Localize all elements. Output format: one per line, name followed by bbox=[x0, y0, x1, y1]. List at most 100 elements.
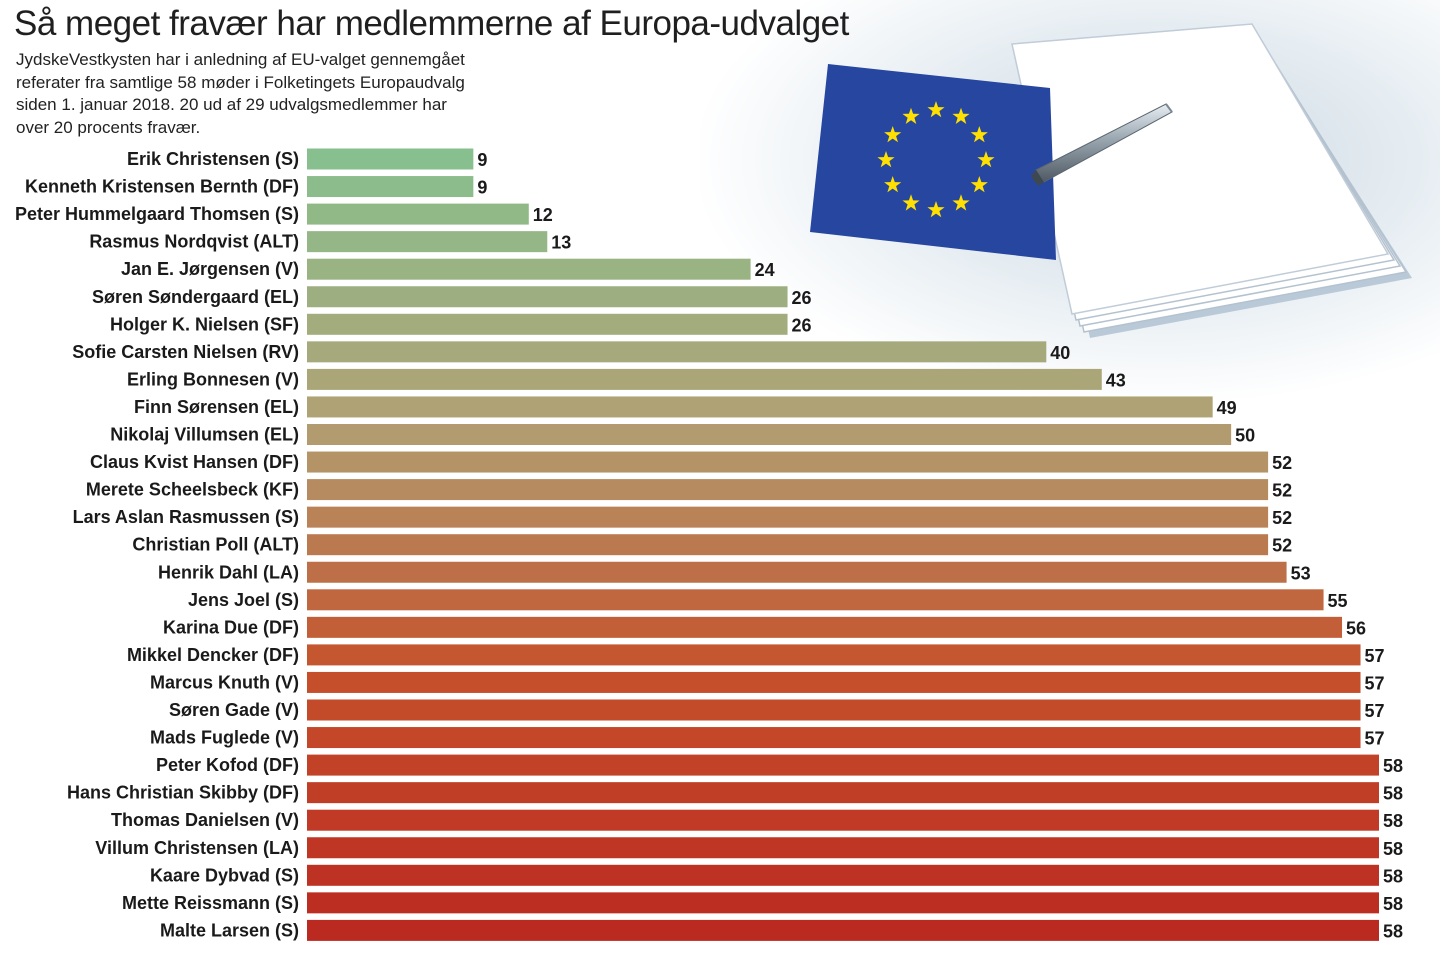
value-label: 55 bbox=[1328, 591, 1348, 611]
category-label: Mikkel Dencker (DF) bbox=[127, 645, 299, 665]
bar bbox=[307, 892, 1379, 914]
value-label: 58 bbox=[1383, 756, 1403, 776]
category-label: Lars Aslan Rasmussen (S) bbox=[73, 507, 299, 527]
bar bbox=[307, 396, 1213, 418]
bar bbox=[307, 616, 1343, 638]
flag-star bbox=[884, 176, 902, 193]
chart-title: Så meget fravær har medlemmerne af Europ… bbox=[14, 4, 849, 43]
papers-icon bbox=[1011, 23, 1412, 338]
value-label: 40 bbox=[1050, 343, 1070, 363]
category-label: Hans Christian Skibby (DF) bbox=[67, 783, 299, 803]
bar bbox=[307, 368, 1102, 390]
bar bbox=[307, 258, 751, 280]
value-label: 57 bbox=[1365, 673, 1385, 693]
bar bbox=[307, 148, 474, 170]
category-label: Søren Gade (V) bbox=[169, 700, 299, 720]
value-label: 12 bbox=[533, 205, 553, 225]
bar bbox=[307, 754, 1379, 776]
category-label: Nikolaj Villumsen (EL) bbox=[110, 425, 299, 445]
bar bbox=[307, 506, 1269, 528]
value-label: 58 bbox=[1383, 784, 1403, 804]
bar bbox=[307, 534, 1269, 556]
flag-star bbox=[970, 126, 988, 143]
value-label: 58 bbox=[1383, 839, 1403, 859]
category-label: Claus Kvist Hansen (DF) bbox=[90, 452, 299, 472]
value-label: 57 bbox=[1365, 701, 1385, 721]
flag-star bbox=[877, 151, 895, 168]
category-label: Erik Christensen (S) bbox=[127, 149, 299, 169]
bar bbox=[307, 286, 788, 308]
bar bbox=[307, 341, 1047, 363]
value-label: 57 bbox=[1365, 646, 1385, 666]
bar bbox=[307, 231, 548, 253]
value-label: 58 bbox=[1383, 894, 1403, 914]
bar bbox=[307, 176, 474, 198]
value-label: 52 bbox=[1272, 453, 1292, 473]
bar bbox=[307, 644, 1361, 666]
bar bbox=[307, 451, 1269, 473]
category-label: Mads Fuglede (V) bbox=[150, 728, 299, 748]
category-label: Peter Hummelgaard Thomsen (S) bbox=[15, 204, 299, 224]
bar bbox=[307, 699, 1361, 721]
category-label: Holger K. Nielsen (SF) bbox=[110, 314, 299, 334]
value-label: 52 bbox=[1272, 481, 1292, 501]
bar bbox=[307, 479, 1269, 501]
flag-star bbox=[927, 101, 945, 118]
value-label: 58 bbox=[1383, 921, 1403, 941]
category-label: Karina Due (DF) bbox=[163, 617, 299, 637]
bar bbox=[307, 864, 1379, 886]
bar bbox=[307, 203, 529, 225]
category-label: Merete Scheelsbeck (KF) bbox=[86, 480, 299, 500]
category-label: Peter Kofod (DF) bbox=[156, 755, 299, 775]
category-label: Mette Reissmann (S) bbox=[122, 893, 299, 913]
bar bbox=[307, 424, 1232, 445]
value-label: 58 bbox=[1383, 866, 1403, 886]
bar bbox=[307, 313, 788, 335]
value-label: 53 bbox=[1291, 563, 1311, 583]
flag-star bbox=[902, 194, 920, 211]
value-label: 26 bbox=[792, 315, 812, 335]
category-label: Thomas Danielsen (V) bbox=[111, 810, 299, 830]
value-label: 9 bbox=[477, 150, 487, 170]
value-label: 52 bbox=[1272, 508, 1292, 528]
bar bbox=[307, 671, 1361, 693]
flag-star bbox=[952, 194, 970, 211]
value-label: 52 bbox=[1272, 536, 1292, 556]
chart-subtitle: JydskeVestkysten har i anledning af EU-v… bbox=[16, 50, 465, 137]
category-label: Jan E. Jørgensen (V) bbox=[121, 259, 299, 279]
value-label: 43 bbox=[1106, 370, 1126, 390]
flag-star bbox=[884, 126, 902, 143]
category-label: Marcus Knuth (V) bbox=[150, 672, 299, 692]
category-label: Jens Joel (S) bbox=[188, 590, 299, 610]
illustration bbox=[810, 23, 1412, 338]
flag-star bbox=[902, 107, 920, 124]
value-label: 50 bbox=[1235, 426, 1255, 446]
flag-star bbox=[927, 201, 945, 218]
category-label: Kaare Dybvad (S) bbox=[150, 865, 299, 885]
value-label: 24 bbox=[755, 260, 775, 280]
value-label: 49 bbox=[1217, 398, 1237, 418]
value-label: 26 bbox=[792, 288, 812, 308]
bar bbox=[307, 782, 1379, 804]
category-label: Henrik Dahl (LA) bbox=[158, 562, 299, 582]
flag-star bbox=[952, 107, 970, 124]
category-label: Erling Bonnesen (V) bbox=[127, 369, 299, 389]
bar bbox=[307, 727, 1361, 749]
value-label: 13 bbox=[551, 233, 571, 253]
flag-star bbox=[970, 176, 988, 193]
bar bbox=[307, 837, 1379, 859]
bar bbox=[307, 589, 1324, 611]
bar bbox=[307, 809, 1379, 831]
bar bbox=[307, 919, 1379, 941]
value-label: 56 bbox=[1346, 618, 1366, 638]
flag-star bbox=[977, 151, 995, 168]
value-label: 9 bbox=[477, 178, 487, 198]
category-label: Rasmus Nordqvist (ALT) bbox=[89, 232, 299, 252]
category-label: Sofie Carsten Nielsen (RV) bbox=[72, 342, 299, 362]
category-label: Malte Larsen (S) bbox=[160, 920, 299, 940]
category-label: Søren Søndergaard (EL) bbox=[92, 287, 299, 307]
category-label: Kenneth Kristensen Bernth (DF) bbox=[25, 177, 299, 197]
category-label: Finn Sørensen (EL) bbox=[134, 397, 299, 417]
category-label: Christian Poll (ALT) bbox=[132, 535, 299, 555]
